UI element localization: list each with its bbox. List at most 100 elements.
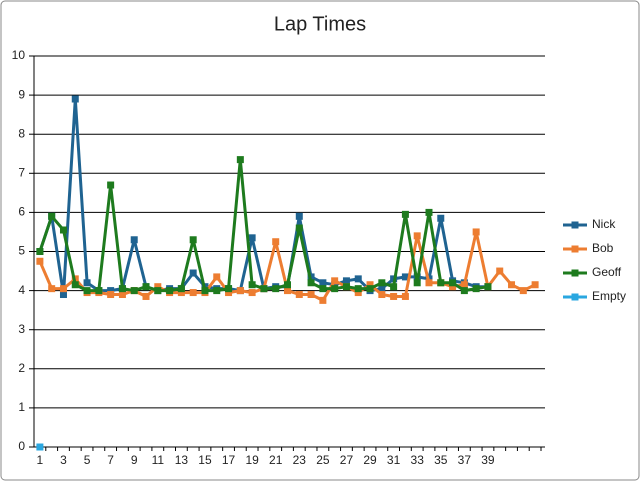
- point-marker: [48, 212, 56, 220]
- x-tick-label: 35: [434, 453, 448, 467]
- x-tick-label: 23: [293, 453, 307, 467]
- chart-title: Lap Times: [274, 13, 366, 35]
- point-marker: [83, 279, 91, 287]
- point-marker: [508, 281, 516, 289]
- point-marker: [354, 289, 362, 297]
- point-marker: [177, 289, 185, 297]
- y-tick-label: 2: [18, 361, 25, 375]
- point-marker: [425, 279, 433, 287]
- point-marker: [71, 95, 79, 103]
- legend-marker: [571, 245, 579, 253]
- point-marker: [59, 285, 67, 293]
- y-tick-label: 4: [18, 283, 25, 297]
- point-marker: [366, 281, 374, 289]
- point-marker: [496, 267, 504, 275]
- point-marker: [342, 283, 350, 291]
- point-marker: [449, 279, 457, 287]
- x-tick-label: 17: [222, 453, 236, 467]
- point-marker: [118, 285, 126, 293]
- point-marker: [354, 275, 362, 283]
- point-marker: [107, 287, 115, 295]
- point-marker: [48, 285, 56, 293]
- point-marker: [213, 273, 221, 281]
- y-tick-label: 10: [12, 48, 26, 62]
- point-marker: [36, 257, 44, 265]
- y-tick-label: 9: [18, 87, 25, 101]
- x-tick-label: 25: [316, 453, 330, 467]
- x-tick-label: 15: [198, 453, 212, 467]
- point-marker: [378, 279, 386, 287]
- point-marker: [248, 281, 256, 289]
- point-marker: [236, 156, 244, 164]
- point-marker: [295, 224, 303, 232]
- point-marker: [248, 289, 256, 297]
- point-marker: [460, 281, 468, 289]
- y-tick-label: 6: [18, 205, 25, 219]
- x-tick-label: 39: [481, 453, 495, 467]
- point-marker: [390, 292, 398, 300]
- x-tick-label: 37: [458, 453, 472, 467]
- point-marker: [272, 285, 280, 293]
- x-tick-label: 31: [387, 453, 401, 467]
- point-marker: [272, 238, 280, 246]
- point-marker: [331, 277, 339, 285]
- y-tick-label: 3: [18, 322, 25, 336]
- point-marker: [142, 283, 150, 291]
- point-marker: [166, 287, 174, 295]
- point-marker: [425, 208, 433, 216]
- point-marker: [189, 269, 197, 277]
- point-marker: [95, 287, 103, 295]
- point-marker: [284, 281, 291, 289]
- point-marker: [107, 291, 115, 299]
- y-tick-label: 7: [18, 165, 25, 179]
- point-marker: [36, 248, 44, 255]
- point-marker: [472, 285, 480, 293]
- legend-label: Geoff: [592, 265, 622, 279]
- point-marker: [71, 281, 79, 289]
- point-marker: [130, 236, 138, 244]
- point-marker: [177, 285, 185, 293]
- point-marker: [354, 285, 362, 293]
- legend-marker: [571, 221, 579, 229]
- point-marker: [201, 287, 209, 295]
- point-marker: [307, 291, 315, 299]
- legend-label: Bob: [592, 241, 614, 255]
- legend-label: Nick: [592, 217, 616, 231]
- point-marker: [437, 214, 445, 222]
- point-marker: [295, 212, 303, 220]
- point-marker: [331, 285, 339, 293]
- legend-label: Empty: [592, 289, 626, 303]
- point-marker: [519, 287, 527, 295]
- point-marker: [460, 287, 468, 295]
- legend-marker: [571, 269, 579, 277]
- x-tick-label: 11: [152, 453, 165, 467]
- point-marker: [307, 279, 315, 287]
- point-marker: [331, 281, 339, 289]
- point-marker: [189, 236, 197, 244]
- x-tick-label: 3: [60, 453, 67, 467]
- point-marker: [248, 234, 256, 242]
- point-marker: [472, 228, 480, 236]
- x-tick-label: 29: [363, 453, 377, 467]
- point-marker: [36, 443, 44, 451]
- point-marker: [401, 210, 409, 218]
- point-marker: [390, 283, 398, 291]
- x-tick-label: 13: [175, 453, 189, 467]
- point-marker: [401, 292, 409, 300]
- point-marker: [118, 291, 126, 299]
- point-marker: [225, 289, 233, 297]
- y-tick-label: 1: [18, 400, 25, 414]
- point-marker: [83, 287, 91, 295]
- point-marker: [378, 291, 386, 299]
- x-tick-label: 9: [131, 453, 138, 467]
- y-tick-label: 5: [18, 244, 25, 258]
- point-marker: [107, 181, 115, 189]
- point-marker: [142, 292, 150, 300]
- point-marker: [213, 287, 221, 295]
- point-marker: [59, 291, 67, 299]
- point-marker: [319, 279, 327, 287]
- point-marker: [413, 279, 421, 287]
- point-marker: [413, 232, 421, 240]
